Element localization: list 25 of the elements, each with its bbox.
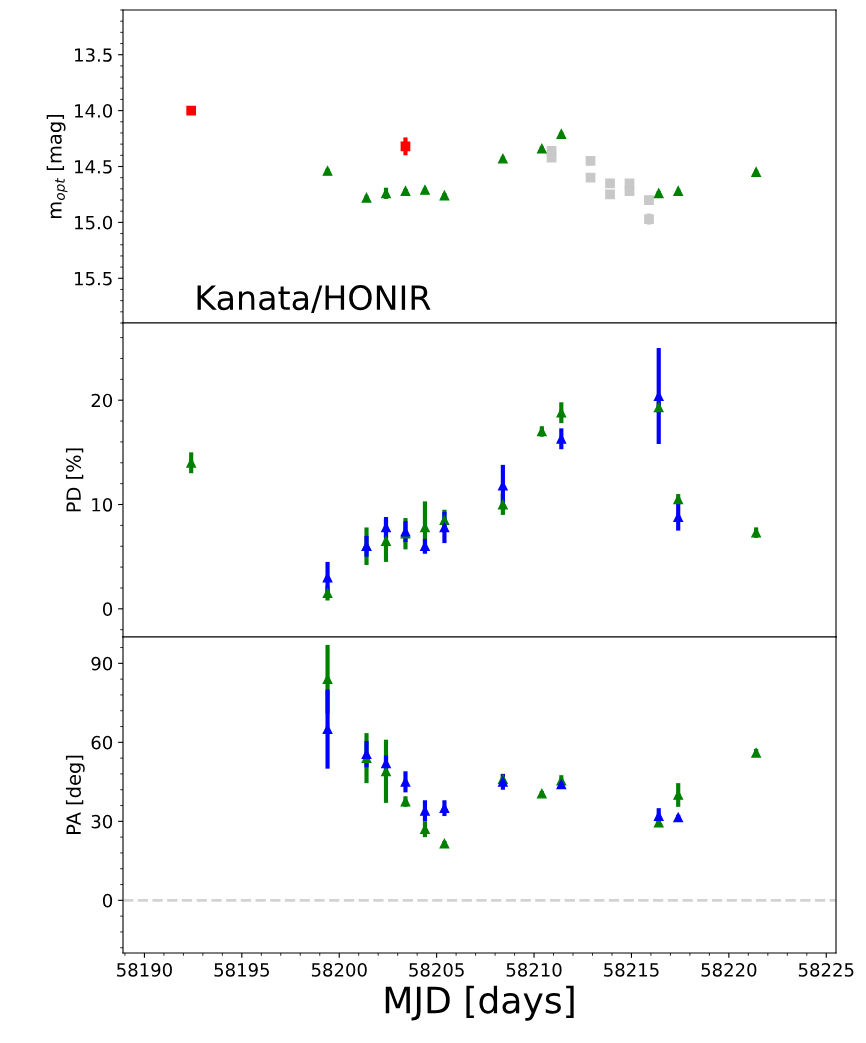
y-tick-label: 90 [91, 656, 113, 671]
y-tick-label: 13.5 [75, 48, 112, 62]
x-tick-label: 58220 [701, 963, 757, 977]
x-tick-label: 58205 [409, 963, 464, 977]
x-tick-label: 58200 [311, 963, 367, 977]
y-tick-label: 10 [92, 497, 113, 512]
y-tick-label: 15.0 [75, 215, 113, 230]
y-tick-label: 20 [91, 393, 113, 408]
x-axis-title: MJD [days] [385, 985, 574, 1021]
y-tick-label: 15.5 [75, 271, 112, 286]
y-tick-label: 0 [102, 893, 113, 908]
x-tick-label: 58195 [214, 963, 269, 977]
y-tick-label: 30 [91, 814, 113, 829]
y-tick-label: 60 [91, 735, 113, 750]
x-tick-label: 58225 [798, 963, 854, 977]
y-axis-title: PD [%] [65, 448, 84, 512]
y-tick-label: 14.0 [75, 104, 113, 118]
x-tick-label: 58190 [117, 963, 172, 977]
x-tick-label: 58215 [604, 963, 659, 977]
x-tick-label: 58210 [506, 963, 562, 977]
annotation: Kanata/HONIR [197, 285, 431, 313]
y-tick-label: 14.5 [75, 160, 112, 174]
y-tick-label: 0 [102, 602, 113, 616]
y-axis-title: PA [deg] [65, 755, 85, 834]
y-axis-title: m$_{opt}$ [mag] [46, 114, 68, 219]
